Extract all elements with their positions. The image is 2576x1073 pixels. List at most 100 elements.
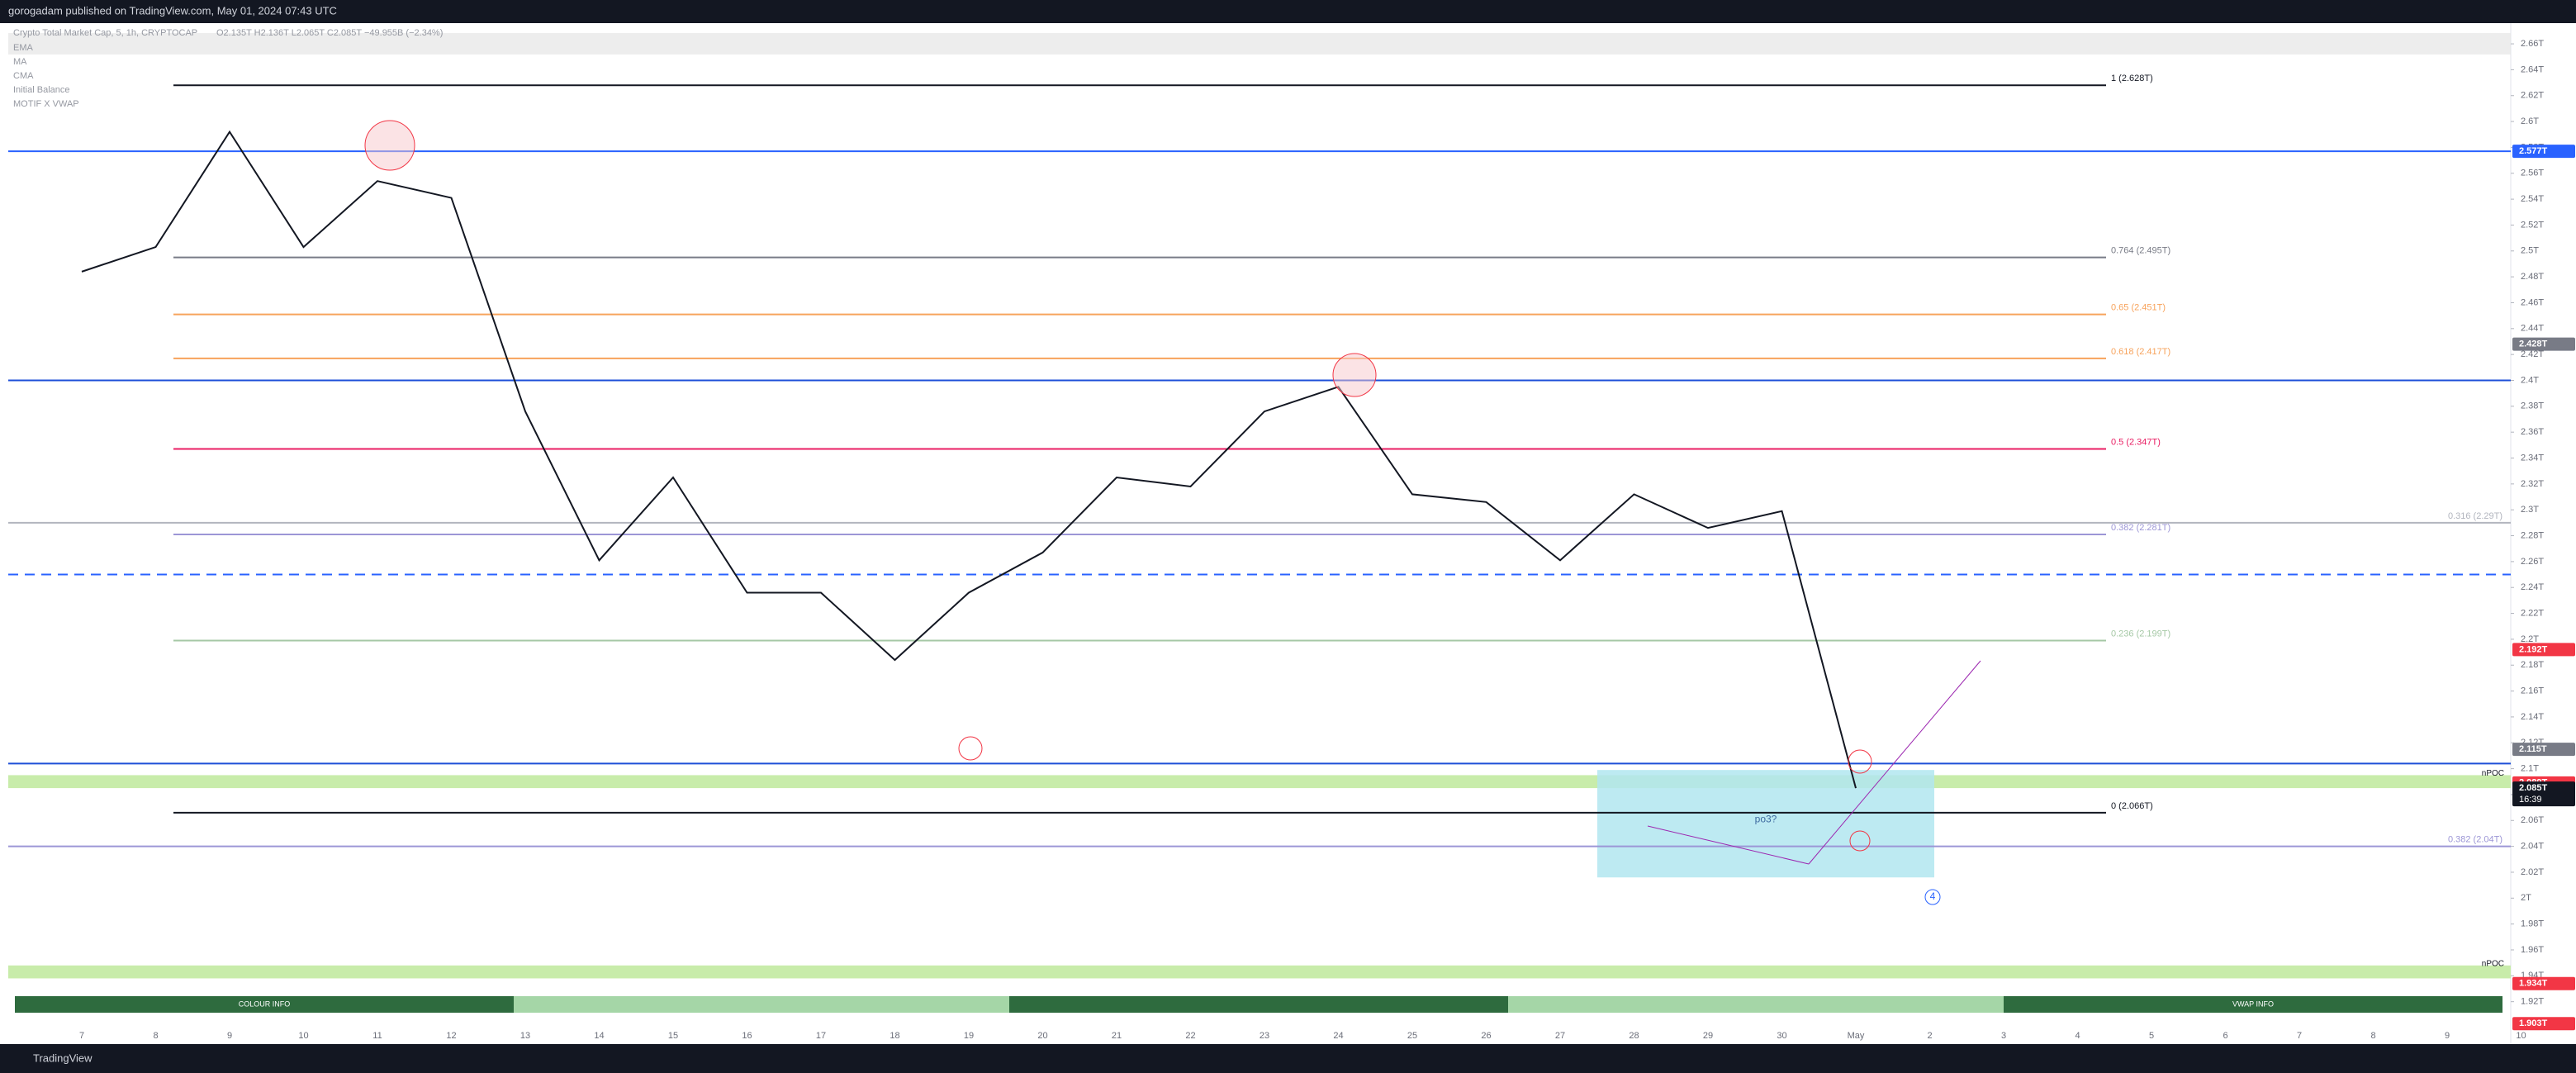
x-tick-label: 10 — [298, 1031, 308, 1041]
price-marker-label: 1.903T — [2519, 1018, 2548, 1028]
projection-line — [1647, 825, 1810, 865]
info-bar — [2004, 996, 2502, 1013]
x-tick-label: 13 — [520, 1031, 530, 1041]
y-tick-label: 2.18T — [2521, 660, 2544, 670]
y-tick-label: 2.4T — [2521, 375, 2539, 385]
y-tick-label: 2.02T — [2521, 867, 2544, 877]
y-tick-label: 2.24T — [2521, 582, 2544, 592]
info-bar-fill — [514, 996, 1009, 1013]
highlight-circle — [1332, 353, 1377, 397]
x-tick-label: 9 — [227, 1031, 232, 1041]
npoc-band — [8, 775, 2511, 789]
y-tick-label: 1.92T — [2521, 997, 2544, 1007]
y-tick-label: 2.6T — [2521, 116, 2539, 126]
level-label: 0 (2.066T) — [2111, 801, 2153, 811]
x-tick-label: 23 — [1260, 1031, 1269, 1041]
level-label: 0.382 (2.281T) — [2111, 523, 2170, 533]
x-tick-label: 8 — [153, 1031, 158, 1041]
x-tick-label: 3 — [2001, 1031, 2006, 1041]
info-bar — [1009, 996, 1508, 1013]
x-tick-label: 22 — [1185, 1031, 1195, 1041]
header-bar — [0, 0, 2576, 23]
price-marker — [2512, 1017, 2575, 1031]
ohlc-text: O2.135T H2.136T L2.065T C2.085T −49.955B… — [216, 28, 443, 38]
price-marker-label: 2.428T — [2519, 339, 2548, 349]
highlight-circle — [364, 120, 415, 171]
x-tick-label: 28 — [1629, 1031, 1639, 1041]
x-tick-label: 19 — [964, 1031, 974, 1041]
x-tick-label: 25 — [1407, 1031, 1417, 1041]
x-tick-label: 18 — [890, 1031, 899, 1041]
y-tick-label: 2.16T — [2521, 686, 2544, 696]
indicator-label: MA — [13, 57, 27, 67]
x-tick-label: May — [1848, 1031, 1865, 1041]
price-marker — [2512, 781, 2575, 807]
x-tick-label: 2 — [1927, 1031, 1932, 1041]
po3-box — [1597, 770, 1934, 878]
highlight-circle — [958, 736, 983, 761]
y-tick-label: 2.42T — [2521, 349, 2544, 359]
y-tick-label: 2.66T — [2521, 39, 2544, 49]
po3-label: po3? — [1755, 813, 1777, 824]
x-tick-label: 4 — [2075, 1031, 2080, 1041]
highlight-circle — [1849, 830, 1871, 852]
y-tick-label: 1.98T — [2521, 919, 2544, 929]
x-tick-label: 14 — [594, 1031, 604, 1041]
npoc-label: nPOC — [2482, 959, 2504, 968]
level-label: 0.236 (2.199T) — [2111, 629, 2170, 639]
info-bar — [15, 996, 514, 1013]
y-tick-label: 2.28T — [2521, 530, 2544, 540]
price-marker-label: 2.192T — [2519, 644, 2548, 654]
x-tick-label: 27 — [1555, 1031, 1565, 1041]
y-tick-label: 2.62T — [2521, 91, 2544, 101]
price-marker — [2512, 337, 2575, 351]
info-bar-label: VWAP INFO — [2232, 999, 2274, 1008]
level-label: 0.382 (2.04T) — [2448, 835, 2502, 845]
level-label: 0.764 (2.495T) — [2111, 246, 2170, 256]
x-tick-label: 21 — [1112, 1031, 1122, 1041]
x-tick-label: 11 — [372, 1031, 382, 1041]
x-tick-label: 26 — [1481, 1031, 1491, 1041]
y-tick-label: 2.1T — [2521, 764, 2539, 774]
x-tick-label: 16 — [742, 1031, 752, 1041]
level-label: 0.618 (2.417T) — [2111, 347, 2170, 357]
wave-circle — [1924, 889, 1941, 905]
footer-brand: TradingView — [33, 1052, 93, 1064]
y-tick-label: 2.44T — [2521, 324, 2544, 334]
footer-bar — [0, 1044, 2576, 1073]
y-tick-label: 2.22T — [2521, 608, 2544, 618]
level-label: 0.316 (2.29T) — [2448, 511, 2502, 521]
x-tick-label: 29 — [1703, 1031, 1713, 1041]
info-bar-fill — [1508, 996, 2004, 1013]
y-tick-label: 2.2T — [2521, 634, 2539, 644]
x-tick-label: 12 — [446, 1031, 456, 1041]
price-line — [81, 130, 1857, 789]
wave-number: 4 — [1930, 890, 1936, 902]
price-marker — [2512, 743, 2575, 757]
header-text: gorogadam published on TradingView.com, … — [8, 4, 337, 17]
npoc-label: nPOC — [2482, 769, 2504, 778]
price-marker-label: 2.577T — [2519, 146, 2548, 156]
y-tick-label: 2.56T — [2521, 169, 2544, 178]
y-tick-label: 2.48T — [2521, 272, 2544, 282]
y-tick-label: 2.34T — [2521, 453, 2544, 463]
y-tick-label: 2.54T — [2521, 194, 2544, 204]
x-tick-label: 5 — [2149, 1031, 2154, 1041]
npoc-band — [8, 965, 2511, 979]
level-label: 0.65 (2.451T) — [2111, 302, 2166, 312]
info-bar-label: COLOUR INFO — [239, 999, 291, 1008]
indicator-label: EMA — [13, 43, 34, 53]
y-tick-label: 2.36T — [2521, 427, 2544, 437]
y-tick-label: 2.32T — [2521, 479, 2544, 489]
x-tick-label: 17 — [816, 1031, 826, 1041]
price-marker-label: 1.934T — [2519, 979, 2548, 989]
price-marker-label: 2.115T — [2519, 744, 2547, 754]
x-tick-label: 30 — [1777, 1031, 1786, 1041]
y-tick-label: 2.06T — [2521, 815, 2544, 825]
y-tick-label: 2T — [2521, 893, 2531, 903]
x-tick-label: 6 — [2223, 1031, 2227, 1041]
x-tick-label: 7 — [2297, 1031, 2302, 1041]
projection-line — [1808, 660, 1981, 865]
x-tick-label: 7 — [79, 1031, 84, 1041]
indicator-label: MOTIF X VWAP — [13, 99, 79, 109]
